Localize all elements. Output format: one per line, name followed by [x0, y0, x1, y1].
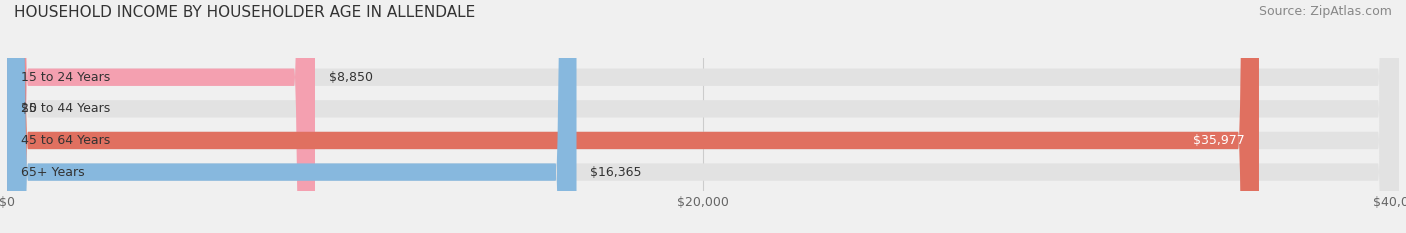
- Text: 15 to 24 Years: 15 to 24 Years: [21, 71, 110, 84]
- FancyBboxPatch shape: [7, 0, 315, 233]
- FancyBboxPatch shape: [7, 0, 1258, 233]
- Text: $35,977: $35,977: [1194, 134, 1246, 147]
- Text: 65+ Years: 65+ Years: [21, 166, 84, 178]
- FancyBboxPatch shape: [7, 0, 1399, 233]
- Text: HOUSEHOLD INCOME BY HOUSEHOLDER AGE IN ALLENDALE: HOUSEHOLD INCOME BY HOUSEHOLDER AGE IN A…: [14, 5, 475, 20]
- FancyBboxPatch shape: [7, 0, 1399, 233]
- Text: $16,365: $16,365: [591, 166, 643, 178]
- Text: $8,850: $8,850: [329, 71, 373, 84]
- FancyBboxPatch shape: [7, 0, 1399, 233]
- FancyBboxPatch shape: [7, 0, 576, 233]
- FancyBboxPatch shape: [7, 0, 1399, 233]
- Text: $0: $0: [21, 102, 37, 115]
- Text: Source: ZipAtlas.com: Source: ZipAtlas.com: [1258, 5, 1392, 18]
- Text: 45 to 64 Years: 45 to 64 Years: [21, 134, 110, 147]
- Text: 25 to 44 Years: 25 to 44 Years: [21, 102, 110, 115]
